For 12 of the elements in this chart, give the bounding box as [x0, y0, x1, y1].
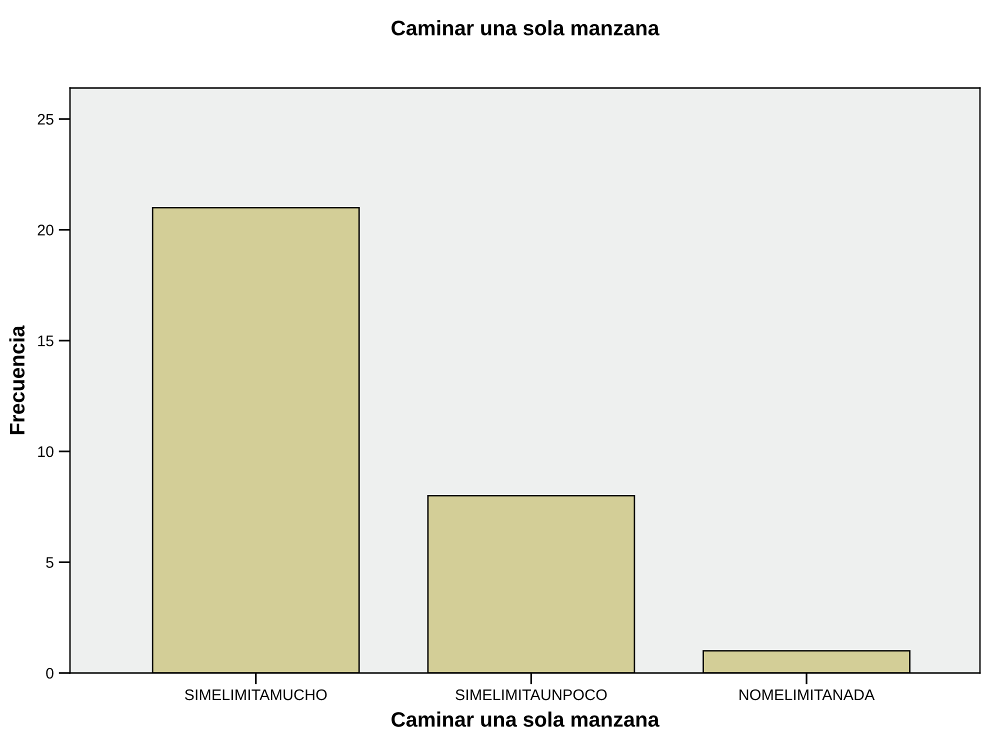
- y-tick-label: 15: [38, 336, 54, 346]
- chart-title: Caminar una sola manzana: [392, 20, 660, 36]
- y-tick-label: 20: [38, 224, 54, 236]
- y-tick-label: 5: [46, 557, 54, 568]
- y-tick-label: 0: [46, 668, 54, 679]
- y-tick-label: 10: [38, 446, 54, 458]
- x-tick-label: SIMELIMITAUNPOCO: [456, 689, 607, 700]
- x-tick-label: SIMELIMITAMUCHO: [184, 689, 327, 700]
- y-axis-title: Frecuencia: [9, 325, 25, 434]
- x-tick-label: NOMELIMITANADA: [740, 689, 875, 700]
- x-axis-title: Caminar una sola manzana: [392, 712, 660, 727]
- y-tick-label: 25: [38, 114, 54, 125]
